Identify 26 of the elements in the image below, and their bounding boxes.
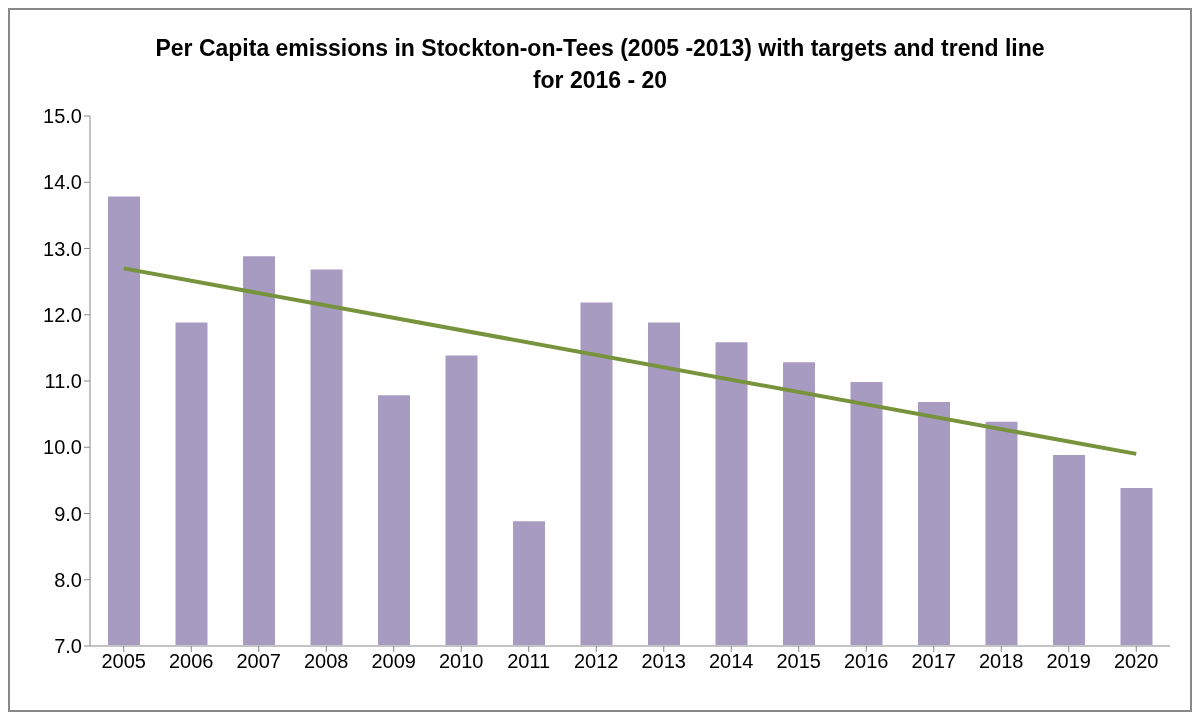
- y-tick-label: 9.0: [54, 502, 82, 525]
- x-tick-label: 2014: [709, 650, 754, 673]
- x-tick-label: 2007: [236, 650, 281, 673]
- y-tick-label: 8.0: [54, 568, 82, 591]
- y-tick-label: 15.0: [43, 105, 82, 128]
- y-tick-label: 13.0: [43, 237, 82, 260]
- y-tick-label: 11.0: [44, 370, 82, 393]
- x-tick-label: 2018: [979, 650, 1024, 673]
- y-tick-label: 14.0: [43, 171, 82, 194]
- x-tick-label: 2016: [844, 650, 889, 673]
- x-tick-label: 2008: [304, 650, 349, 673]
- x-tick-label: 2019: [1046, 650, 1091, 673]
- x-tick-label: 2015: [776, 650, 821, 673]
- x-tick-label: 2006: [169, 650, 214, 673]
- x-tick-label: 2020: [1114, 650, 1159, 673]
- x-tick-label: 2017: [911, 650, 956, 673]
- y-tick-label: 7.0: [54, 635, 82, 658]
- chart-title: Per Capita emissions in Stockton-on-Tees (2005 -2013) with targets and trend line for 2016 - 20: [154, 34, 1046, 95]
- x-tick-label: 2012: [574, 650, 619, 673]
- x-tick-label: 2010: [439, 650, 484, 673]
- y-tick-label: 10.0: [43, 436, 82, 459]
- x-tick-label: 2011: [507, 650, 551, 673]
- x-tick-label: 2005: [101, 650, 146, 673]
- x-tick-label: 2009: [371, 650, 416, 673]
- x-tick-label: 2013: [641, 650, 686, 673]
- y-tick-label: 12.0: [43, 303, 82, 326]
